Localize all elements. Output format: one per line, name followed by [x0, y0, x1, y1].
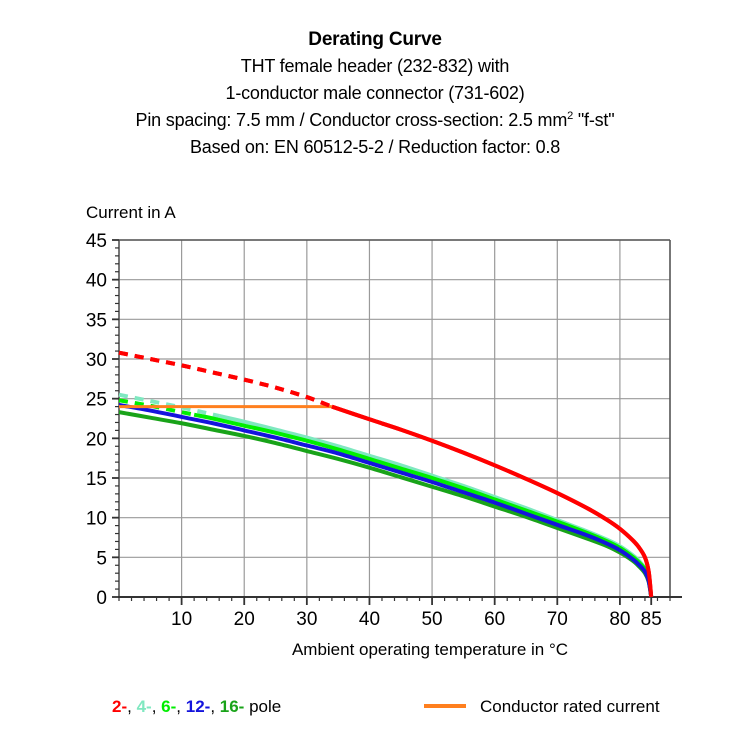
x-tick-label: 70	[547, 609, 568, 630]
x-tick-label: 60	[484, 609, 505, 630]
legend-separator: ,	[210, 697, 220, 716]
legend-poles: 2-, 4-, 6-, 12-, 16- pole	[112, 697, 281, 717]
series-dashed-segment	[118, 392, 220, 418]
chart-title-line2: THT female header (232-832) with	[240, 56, 510, 76]
series-dashed-segment	[118, 398, 195, 417]
legend-rated-current: Conductor rated current	[424, 697, 660, 717]
legend-pole-word: pole	[244, 697, 282, 716]
x-tick-label: 50	[421, 609, 442, 630]
chart-title-line4: Pin spacing: 7.5 mm / Conductor cross-se…	[0, 107, 750, 134]
chart-title-line5: Based on: EN 60512-5-2 / Reduction facto…	[189, 137, 561, 157]
y-tick-label: 45	[86, 231, 107, 252]
legend-pole-4: 4-	[136, 697, 152, 716]
series-solid-segment	[118, 410, 654, 598]
chart-title-block: Derating Curve THT female header (232-83…	[0, 26, 750, 161]
y-tick-label: 30	[86, 350, 107, 371]
legend-pole-16: 16-	[219, 697, 245, 716]
y-tick-label: 35	[86, 310, 107, 331]
y-tick-label: 5	[96, 548, 107, 569]
y-tick-label: 40	[86, 271, 107, 292]
legend-separator: ,	[176, 697, 186, 716]
chart-legend: 2-, 4-, 6-, 12-, 16- pole Conductor rate…	[0, 697, 750, 727]
legend-pole-6: 6-	[161, 697, 177, 716]
x-tick-label: 10	[171, 609, 192, 630]
x-tick-label: 85	[641, 609, 662, 630]
chart-title-line4-post: "f-st"	[573, 110, 615, 130]
series-12-pole	[118, 403, 654, 598]
series-2-pole	[118, 350, 654, 598]
series-2-pole-top	[118, 350, 654, 598]
y-tick-label: 20	[86, 429, 107, 450]
series-solid-segment	[331, 404, 654, 598]
series-dashed-segment	[118, 350, 333, 409]
series-solid-segment	[118, 403, 654, 598]
chart-title-line4-superscript: 2	[567, 110, 574, 122]
y-tick-label: 10	[86, 509, 107, 530]
y-tick-label: 15	[86, 469, 107, 490]
x-tick-label: 30	[296, 609, 317, 630]
x-tick-label: 40	[359, 609, 380, 630]
legend-pole-2: 2-	[112, 697, 128, 716]
x-tick-label: 80	[609, 609, 630, 630]
rated-current-line-swatch	[424, 704, 466, 708]
y-tick-label: 0	[96, 588, 107, 609]
x-tick-label: 20	[234, 609, 255, 630]
chart-title-line1: Derating Curve	[308, 29, 442, 50]
chart-title-line4-pre: Pin spacing: 7.5 mm / Conductor cross-se…	[135, 110, 568, 130]
legend-separator: ,	[151, 697, 162, 716]
y-tick-label: 25	[86, 390, 107, 411]
y-axis-title: Current in A	[86, 203, 176, 222]
x-axis-title: Ambient operating temperature in °C	[291, 640, 569, 659]
series-16-pole	[118, 410, 654, 598]
legend-rated-current-label: Conductor rated current	[480, 697, 660, 716]
chart-title-line3: 1-conductor male connector (731-602)	[225, 83, 525, 103]
legend-separator: ,	[127, 697, 137, 716]
legend-pole-12: 12-	[185, 697, 211, 716]
